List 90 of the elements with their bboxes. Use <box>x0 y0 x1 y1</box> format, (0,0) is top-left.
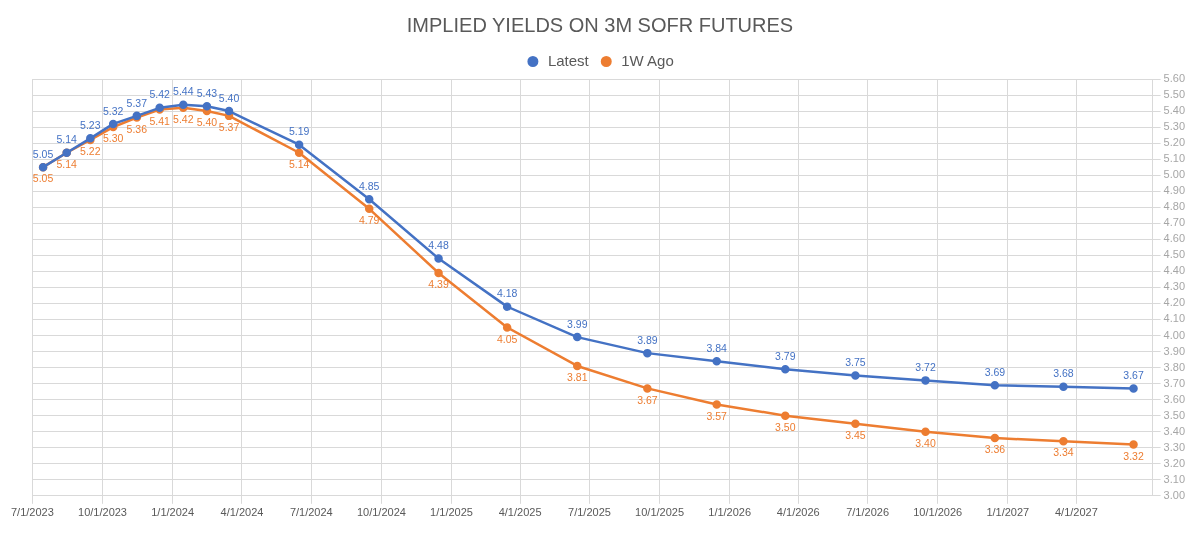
data-label: 5.43 <box>196 86 218 99</box>
y-tick-label: 4.60 <box>1163 232 1186 245</box>
y-tick-label: 3.90 <box>1163 344 1186 357</box>
x-tick-label: 1/1/2025 <box>430 506 473 519</box>
data-label: 5.41 <box>149 114 171 127</box>
y-tick-label: 3.60 <box>1163 392 1186 405</box>
y-tick-label: 4.30 <box>1163 280 1186 293</box>
x-tick-label: 1/1/2027 <box>986 506 1030 519</box>
y-tick-label: 4.00 <box>1163 328 1186 341</box>
data-label: 4.85 <box>359 179 380 192</box>
y-tick-label: 3.20 <box>1163 456 1186 469</box>
x-tick-label: 7/1/2026 <box>846 506 890 519</box>
x-tick-label: 10/1/2023 <box>78 506 127 519</box>
y-tick-label: 3.00 <box>1163 488 1186 501</box>
y-tick-label: 3.30 <box>1163 440 1186 453</box>
y-tick-label: 4.90 <box>1163 184 1186 197</box>
x-tick-label: 7/1/2025 <box>568 506 611 519</box>
y-tick-label: 5.00 <box>1163 168 1186 181</box>
data-label: 3.81 <box>567 371 588 384</box>
data-label: 5.44 <box>173 85 194 98</box>
data-label: 3.89 <box>637 333 658 346</box>
data-label: 4.79 <box>359 213 380 226</box>
x-tick-label: 10/1/2024 <box>356 506 406 519</box>
data-label: 3.99 <box>567 317 588 330</box>
data-label: 3.67 <box>637 393 658 406</box>
data-label: 3.67 <box>1123 369 1144 382</box>
x-tick-label: 4/1/2025 <box>498 506 542 519</box>
y-tick-label: 3.70 <box>1163 376 1186 389</box>
data-label: 5.14 <box>56 133 78 146</box>
x-tick-label: 1/1/2026 <box>708 506 752 519</box>
y-tick-label: 5.10 <box>1163 152 1186 165</box>
y-tick-label: 3.80 <box>1163 360 1186 373</box>
y-tick-label: 5.20 <box>1163 136 1186 149</box>
data-label: 5.23 <box>80 118 101 131</box>
x-tick-label: 1/1/2024 <box>151 506 195 519</box>
x-tick-label: 4/1/2024 <box>220 506 264 519</box>
y-tick-label: 4.80 <box>1163 200 1186 213</box>
data-label: 4.48 <box>428 239 449 252</box>
data-label: 4.39 <box>428 278 449 291</box>
data-label: 5.14 <box>288 157 310 170</box>
y-tick-label: 4.40 <box>1163 264 1186 277</box>
data-label: 3.50 <box>775 420 796 433</box>
y-tick-label: 5.30 <box>1163 120 1186 133</box>
x-tick-label: 10/1/2025 <box>635 506 685 519</box>
data-label: 3.75 <box>845 356 866 369</box>
y-tick-label: 4.20 <box>1163 296 1186 309</box>
data-label: 5.42 <box>149 88 171 101</box>
y-tick-label: 4.70 <box>1163 216 1186 229</box>
x-tick-label: 7/1/2024 <box>289 506 333 519</box>
data-label: 5.36 <box>126 122 148 135</box>
data-label: 5.32 <box>102 104 124 117</box>
legend-label: 1W Ago <box>621 51 674 69</box>
data-label: 3.79 <box>775 349 796 362</box>
y-tick-label: 5.50 <box>1163 88 1186 101</box>
data-label: 4.18 <box>496 287 518 300</box>
data-label: 5.19 <box>288 125 310 138</box>
data-label: 3.32 <box>1123 449 1144 462</box>
y-tick-label: 3.40 <box>1163 424 1186 437</box>
y-tick-label: 4.10 <box>1163 312 1186 325</box>
data-label: 5.42 <box>173 113 194 125</box>
data-label: 3.45 <box>845 428 866 441</box>
y-tick-label: 3.50 <box>1163 408 1186 421</box>
data-label: 3.72 <box>915 361 936 374</box>
data-label: 3.36 <box>984 443 1006 456</box>
y-tick-label: 4.50 <box>1163 248 1186 261</box>
chart-title: IMPLIED YIELDS ON 3M SOFR FUTURES <box>406 13 794 36</box>
data-label: 5.22 <box>80 145 101 158</box>
y-tick-label: 5.60 <box>1163 72 1186 85</box>
data-label: 4.05 <box>496 332 518 345</box>
x-tick-label: 7/1/2023 <box>11 506 54 519</box>
x-tick-label: 4/1/2027 <box>1054 506 1098 519</box>
data-label: 3.69 <box>984 365 1006 378</box>
data-label: 5.37 <box>218 121 240 134</box>
data-label: 3.34 <box>1053 446 1074 459</box>
y-tick-label: 3.10 <box>1163 472 1186 485</box>
data-label: 5.05 <box>32 147 54 160</box>
legend-label: Latest <box>547 51 590 69</box>
data-label: 3.57 <box>706 409 728 422</box>
data-label: 5.05 <box>32 172 54 185</box>
data-label: 5.30 <box>102 132 124 145</box>
x-tick-label: 10/1/2026 <box>913 506 963 519</box>
data-label: 5.40 <box>218 91 240 104</box>
data-label: 3.68 <box>1053 367 1074 380</box>
y-tick-label: 5.40 <box>1163 104 1186 117</box>
data-label: 5.37 <box>126 96 148 109</box>
data-label: 5.14 <box>56 157 78 170</box>
data-label: 3.40 <box>915 436 936 449</box>
x-tick-label: 4/1/2026 <box>776 506 820 519</box>
data-label: 3.84 <box>706 341 728 354</box>
data-label: 5.40 <box>196 116 218 129</box>
